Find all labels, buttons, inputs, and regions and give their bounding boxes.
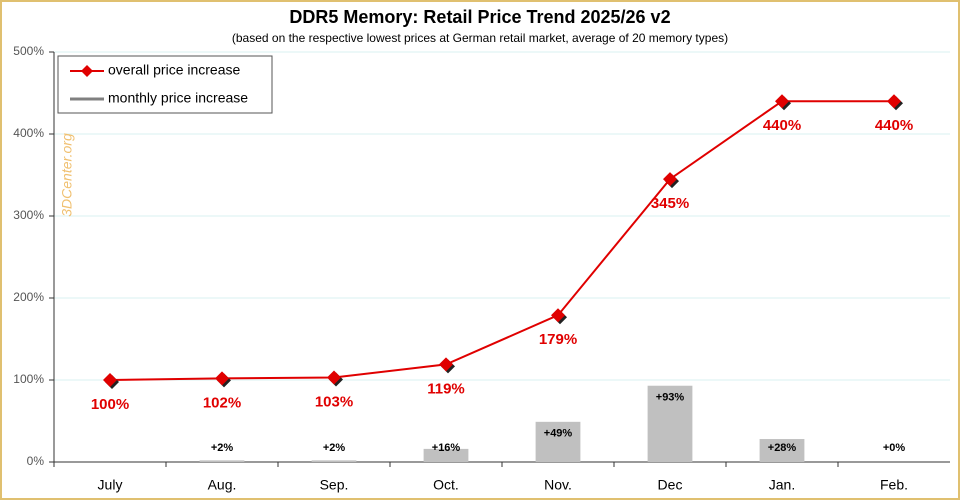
point-label: 179% (539, 331, 577, 348)
point-label: 440% (763, 117, 801, 134)
x-tick-label: July (98, 477, 123, 493)
bar (311, 460, 357, 462)
legend-label: overall price increase (108, 62, 240, 78)
marker (663, 172, 677, 187)
x-tick-label: Jan. (769, 477, 795, 493)
marker (103, 373, 117, 387)
y-tick-label: 500% (13, 44, 44, 58)
marker (887, 94, 901, 109)
marker (439, 357, 453, 372)
point-label: 102% (203, 394, 241, 411)
bar-label: +49% (544, 428, 573, 440)
x-tick-label: Sep. (320, 477, 349, 493)
x-tick-label: Dec (658, 477, 683, 493)
marker (551, 308, 565, 323)
x-tick-label: Feb. (880, 477, 908, 493)
marker (327, 370, 341, 385)
point-label: 103% (315, 394, 353, 411)
bar-label: +28% (768, 442, 797, 454)
marker (775, 94, 789, 109)
bar-label: +2% (211, 442, 234, 454)
bar-label: +16% (432, 442, 461, 454)
point-label: 345% (651, 195, 689, 212)
y-tick-label: 400% (13, 126, 44, 140)
y-tick-label: 300% (13, 208, 44, 222)
bar (423, 448, 469, 462)
point-label: 100% (91, 396, 129, 413)
bar-label: +0% (883, 442, 906, 454)
bar-label: +93% (656, 392, 685, 404)
x-tick-label: Oct. (433, 477, 459, 493)
bar (759, 439, 805, 462)
bar (199, 460, 245, 462)
marker (215, 371, 229, 386)
bar (647, 385, 693, 462)
x-tick-label: Aug. (208, 477, 237, 493)
chart-subtitle: (based on the respective lowest prices a… (232, 31, 728, 45)
legend-marker (81, 65, 93, 77)
point-label: 440% (875, 117, 913, 134)
legend-label: monthly price increase (108, 90, 248, 106)
line (109, 100, 894, 381)
y-tick-label: 200% (13, 290, 44, 304)
chart-title: DDR5 Memory: Retail Price Trend 2025/26 … (289, 7, 670, 27)
bar (535, 421, 581, 462)
bar-label: +2% (323, 442, 346, 454)
x-tick-label: Nov. (544, 477, 572, 493)
y-tick-label: 100% (13, 372, 44, 386)
y-tick-label: 0% (27, 454, 45, 468)
point-label: 119% (427, 380, 465, 397)
watermark: 3DCenter.org (59, 133, 75, 217)
legend-box (57, 55, 273, 114)
